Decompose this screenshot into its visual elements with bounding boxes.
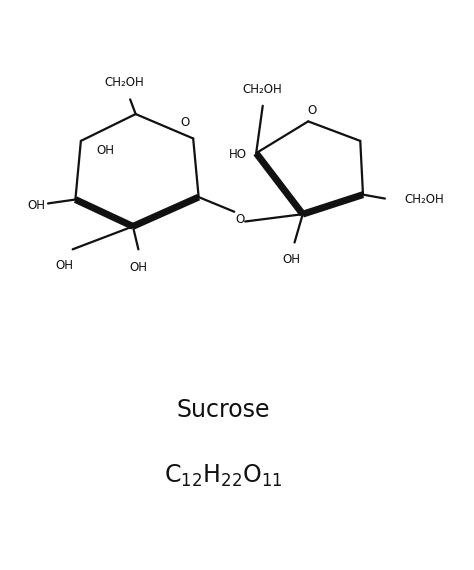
Text: OH: OH	[129, 262, 147, 274]
Text: O: O	[180, 116, 190, 129]
Text: CH₂OH: CH₂OH	[105, 76, 145, 89]
Text: OH: OH	[55, 259, 73, 272]
Text: OH: OH	[97, 144, 115, 157]
Text: $\mathregular{C_{12}H_{22}O_{11}}$: $\mathregular{C_{12}H_{22}O_{11}}$	[164, 462, 283, 488]
Text: O: O	[308, 104, 317, 117]
Text: O: O	[235, 213, 245, 226]
Text: CH₂OH: CH₂OH	[243, 83, 283, 96]
Text: CH₂OH: CH₂OH	[404, 193, 444, 206]
Text: HO: HO	[229, 148, 247, 161]
Text: OH: OH	[27, 199, 45, 212]
Text: OH: OH	[283, 253, 301, 266]
Text: Sucrose: Sucrose	[176, 397, 270, 422]
